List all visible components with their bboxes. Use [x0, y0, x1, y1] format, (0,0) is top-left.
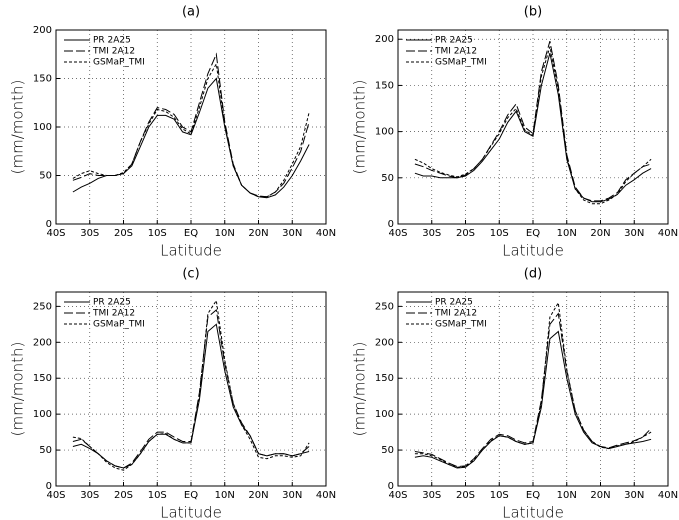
y-tick-label: 0 — [46, 481, 52, 492]
legend-label: PR 2A25 — [435, 298, 473, 308]
y-tick-label: 200 — [375, 34, 394, 45]
y-tick-label: 50 — [381, 445, 394, 456]
x-axis-label: Latitude — [160, 504, 222, 520]
x-tick-label: 40S — [46, 228, 65, 239]
legend-label: PR 2A25 — [435, 36, 473, 46]
legend-label: GSMaP_TMI — [435, 320, 487, 330]
plot-frame — [55, 291, 327, 487]
y-tick-label: 0 — [388, 219, 394, 230]
panel-title: (a) — [182, 5, 200, 20]
x-tick-label: EQ — [526, 228, 540, 239]
data-line — [414, 330, 652, 469]
legend-label: TMI 2A12 — [92, 309, 135, 319]
y-tick-label: 250 — [33, 301, 52, 312]
y-tick-label: 100 — [33, 122, 52, 133]
x-tick-label: 30N — [624, 228, 644, 239]
y-axis-label: (mm/month) — [9, 342, 27, 437]
legend-label: GSMaP_TMI — [435, 58, 487, 68]
y-tick-label: 150 — [33, 373, 52, 384]
x-tick-label: 30S — [80, 228, 99, 239]
y-tick-label: 100 — [33, 409, 52, 420]
x-tick-label: 10S — [490, 228, 509, 239]
x-tick-label: EQ — [184, 228, 198, 239]
x-tick-label: 20N — [590, 228, 610, 239]
x-tick-label: 20N — [248, 228, 268, 239]
legend-label: GSMaP_TMI — [93, 58, 145, 68]
x-tick-label: 30S — [422, 228, 441, 239]
plot-frame — [397, 291, 669, 487]
x-axis-label: Latitude — [502, 504, 564, 520]
panel-title: (c) — [182, 267, 199, 282]
legend-label: GSMaP_TMI — [93, 320, 145, 330]
panel-title: (b) — [524, 5, 542, 20]
x-tick-label: 30S — [422, 490, 441, 501]
x-tick-label: 30N — [282, 490, 302, 501]
y-tick-label: 50 — [39, 171, 52, 182]
y-tick-label: 100 — [375, 127, 394, 138]
y-tick-label: 50 — [381, 173, 394, 184]
x-tick-label: 20S — [114, 490, 133, 501]
plot-frame — [397, 29, 669, 225]
panel-title: (d) — [524, 267, 542, 282]
x-tick-label: 30S — [80, 490, 99, 501]
x-tick-label: EQ — [184, 490, 198, 501]
plot-frame — [55, 29, 327, 225]
panel: (a) 0 50 100 150 200 40S 30S 20S 10S EQ 10N 20N 30N 40… — [9, 5, 337, 260]
x-tick-label: 20S — [456, 490, 475, 501]
legend-label: PR 2A25 — [93, 298, 131, 308]
x-tick-label: 40N — [658, 490, 678, 501]
y-tick-label: 0 — [388, 481, 394, 492]
x-tick-label: EQ — [526, 490, 540, 501]
y-axis-label: (mm/month) — [351, 80, 369, 175]
x-tick-label: 10S — [148, 228, 167, 239]
y-tick-label: 250 — [375, 301, 394, 312]
x-tick-label: 10N — [557, 490, 577, 501]
y-tick-label: 200 — [33, 25, 52, 36]
x-tick-label: 20N — [248, 490, 268, 501]
x-tick-label: 10N — [557, 228, 577, 239]
data-line — [414, 40, 652, 202]
y-tick-label: 200 — [375, 337, 394, 348]
x-tick-label: 40N — [316, 228, 336, 239]
y-tick-label: 50 — [39, 445, 52, 456]
panel: (d) 0 50 100 150 200 250 40S 30S 20S 10S EQ 10N 20N 30… — [351, 267, 679, 520]
data-line — [414, 301, 652, 468]
x-axis-label: Latitude — [502, 242, 564, 260]
x-tick-label: 40N — [658, 228, 678, 239]
x-tick-label: 40S — [46, 490, 65, 501]
panel: (c) 0 50 100 150 200 250 40S 30S 20S 10S EQ 10N 20N 30… — [9, 267, 337, 520]
y-tick-label: 150 — [375, 373, 394, 384]
x-tick-label: 40N — [316, 490, 336, 501]
y-tick-label: 150 — [33, 74, 52, 85]
x-axis-label: Latitude — [160, 242, 222, 260]
y-tick-label: 150 — [375, 80, 394, 91]
data-line — [72, 309, 310, 469]
x-tick-label: 10S — [490, 490, 509, 501]
y-axis-label: (mm/month) — [9, 80, 27, 175]
y-tick-label: 0 — [46, 219, 52, 230]
panel: (b) 0 50 100 150 200 40S 30S 20S 10S EQ 10N 20N 30N 40… — [351, 5, 679, 260]
legend-label: PR 2A25 — [93, 36, 131, 46]
x-tick-label: 10N — [215, 490, 235, 501]
x-tick-label: 20S — [114, 228, 133, 239]
x-tick-label: 20N — [590, 490, 610, 501]
x-tick-label: 30N — [282, 228, 302, 239]
y-axis-label: (mm/month) — [351, 342, 369, 437]
legend-label: TMI 2A12 — [434, 309, 477, 319]
x-tick-label: 40S — [388, 490, 407, 501]
legend-label: TMI 2A12 — [92, 47, 135, 57]
y-tick-label: 200 — [33, 337, 52, 348]
x-tick-label: 30N — [624, 490, 644, 501]
legend-label: TMI 2A12 — [434, 47, 477, 57]
data-line — [72, 62, 310, 198]
x-tick-label: 40S — [388, 228, 407, 239]
data-line — [414, 46, 652, 205]
x-tick-label: 10N — [215, 228, 235, 239]
x-tick-label: 20S — [456, 228, 475, 239]
data-line — [414, 52, 652, 203]
data-line — [72, 299, 310, 471]
y-tick-label: 100 — [375, 409, 394, 420]
x-tick-label: 10S — [148, 490, 167, 501]
